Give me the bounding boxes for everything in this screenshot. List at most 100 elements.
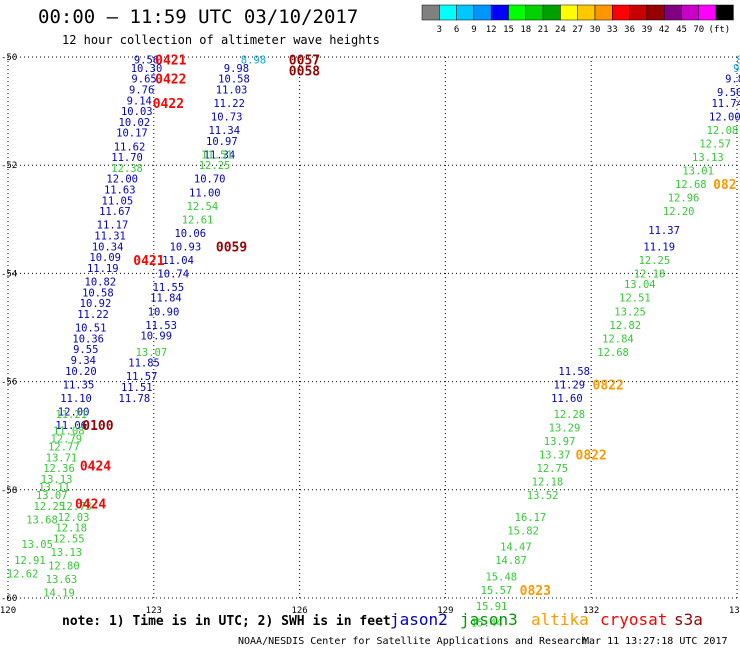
time-label: 0421 <box>133 254 164 269</box>
data-label: 9.8 <box>725 74 740 86</box>
data-label: 10.99 <box>140 331 172 343</box>
scale-swatch <box>577 4 596 21</box>
scale-swatch <box>542 4 561 21</box>
data-label: 11.19 <box>87 263 119 275</box>
scale-swatch <box>508 4 527 21</box>
satellite-name: altika <box>531 610 589 629</box>
data-label: 10.03 <box>121 106 153 118</box>
scale-swatch <box>715 4 734 21</box>
x-tick-label: 129 <box>437 606 453 616</box>
data-label: 15.91 <box>476 601 508 613</box>
y-tick-label: -60 <box>1 594 17 604</box>
data-label: 13.07 <box>136 347 168 359</box>
time-label: 0823 <box>520 584 551 599</box>
data-label: 12.00 <box>58 406 90 418</box>
data-label: 13.37 <box>539 450 571 462</box>
footer-note: note: 1) Time is in UTC; 2) SWH is in fe… <box>62 614 391 629</box>
data-label: 12.96 <box>668 193 700 205</box>
data-label: 11.00 <box>189 187 221 199</box>
data-label: 9.65 <box>131 74 156 86</box>
data-label: 11.84 <box>150 293 182 305</box>
data-label: 8.98 <box>241 55 266 67</box>
data-label: 10.58 <box>218 74 250 86</box>
data-label: 13.01 <box>682 166 714 178</box>
x-tick-label: 120 <box>0 606 16 616</box>
chart-subtitle: 12 hour collection of altimeter wave hei… <box>62 33 380 47</box>
data-label: 12.84 <box>602 333 634 345</box>
scale-unit: (ft) <box>709 25 731 35</box>
data-label: 11.51 <box>121 382 153 394</box>
data-label: 10.70 <box>194 174 226 186</box>
y-tick-label: -56 <box>1 378 17 388</box>
data-label: 9.98 <box>224 63 249 75</box>
time-label: 0822 <box>576 449 607 464</box>
data-label: 11.31 <box>94 231 126 243</box>
data-label: 10.93 <box>170 241 202 253</box>
data-label: 9.14 <box>127 95 152 107</box>
y-tick-label: -58 <box>1 486 17 496</box>
data-label: 10.74 <box>157 268 189 280</box>
time-label: 0059 <box>216 240 247 255</box>
scale-label: 15 <box>503 25 514 35</box>
data-label: 9.55 <box>73 344 98 356</box>
data-label: 12.80 <box>48 561 80 573</box>
footer: note: 1) Time is in UTC; 2) SWH is in fe… <box>62 610 728 647</box>
data-label: 9.34 <box>71 355 96 367</box>
data-label: 11.22 <box>77 309 109 321</box>
data-label: 13.11 <box>38 482 70 494</box>
data-label: 13.05 <box>21 539 53 551</box>
data-label: 16.17 <box>515 512 547 524</box>
data-label: 15.82 <box>507 525 539 537</box>
axis-ticks: -50 -52 -54 -56 -58 -60 120 123 126 129 132 135 <box>0 53 740 616</box>
data-label: 12.79 <box>51 433 83 445</box>
data-label: 11.03 <box>216 84 248 96</box>
scale-label: 18 <box>520 25 531 35</box>
footer-credit: NOAA/NESDIS Center for Satellite Applica… <box>238 636 587 647</box>
time-label: 0421 <box>155 54 186 69</box>
satellite-name: jason2 <box>390 610 448 629</box>
data-label: 10.34 <box>92 241 124 253</box>
data-label: 15.44 <box>471 617 503 629</box>
data-label: 11.57 <box>126 371 158 383</box>
data-label: 12.38 <box>111 163 143 175</box>
data-label: 12.73 <box>60 501 92 513</box>
data-label: 12.25 <box>199 160 231 172</box>
data-label: 14.47 <box>500 542 532 554</box>
data-label: 12.18 <box>55 523 87 535</box>
data-label: 11.10 <box>60 393 92 405</box>
data-label: 11.58 <box>558 366 590 378</box>
data-label: 11.51 <box>201 149 233 161</box>
data-label: 15.48 <box>485 571 517 583</box>
data-label: 12.03 <box>58 512 90 524</box>
satellite-legend: jason2 jason3 altika cryosat s3a <box>390 610 703 629</box>
data-label: 12.62 <box>7 569 39 581</box>
data-label: 13.04 <box>624 279 656 291</box>
data-label: 12.77 <box>48 442 80 454</box>
data-label: 11.74 <box>711 98 740 110</box>
data-label: 11.55 <box>153 282 185 294</box>
data-label: 11.29 <box>554 379 586 391</box>
data-label: 14.19 <box>43 588 75 600</box>
scale-swatch <box>473 4 492 21</box>
data-label: 10.17 <box>116 128 148 140</box>
data-label: 13.29 <box>549 423 581 435</box>
data-label: 13.52 <box>527 490 559 502</box>
footer-timestamp: Mar 11 13:27:18 UTC 2017 <box>583 636 728 647</box>
x-tick-label: 132 <box>583 606 599 616</box>
data-label: 11.17 <box>97 220 129 232</box>
data-label: 9.50 <box>717 87 740 99</box>
data-label: 12.28 <box>554 409 586 421</box>
data-label: 11.06 <box>55 420 87 432</box>
data-label: 10.90 <box>148 306 180 318</box>
scale-label: 42 <box>659 25 670 35</box>
scale-swatch <box>646 4 665 21</box>
scale-swatch <box>594 4 613 21</box>
data-label: 11.63 <box>104 185 136 197</box>
data-label: 11.08 <box>53 425 85 437</box>
time-label: 0057 <box>289 54 320 69</box>
data-label: 10.09 <box>89 252 121 264</box>
time-label: 082 <box>713 178 736 193</box>
scale-swatch <box>439 4 457 21</box>
